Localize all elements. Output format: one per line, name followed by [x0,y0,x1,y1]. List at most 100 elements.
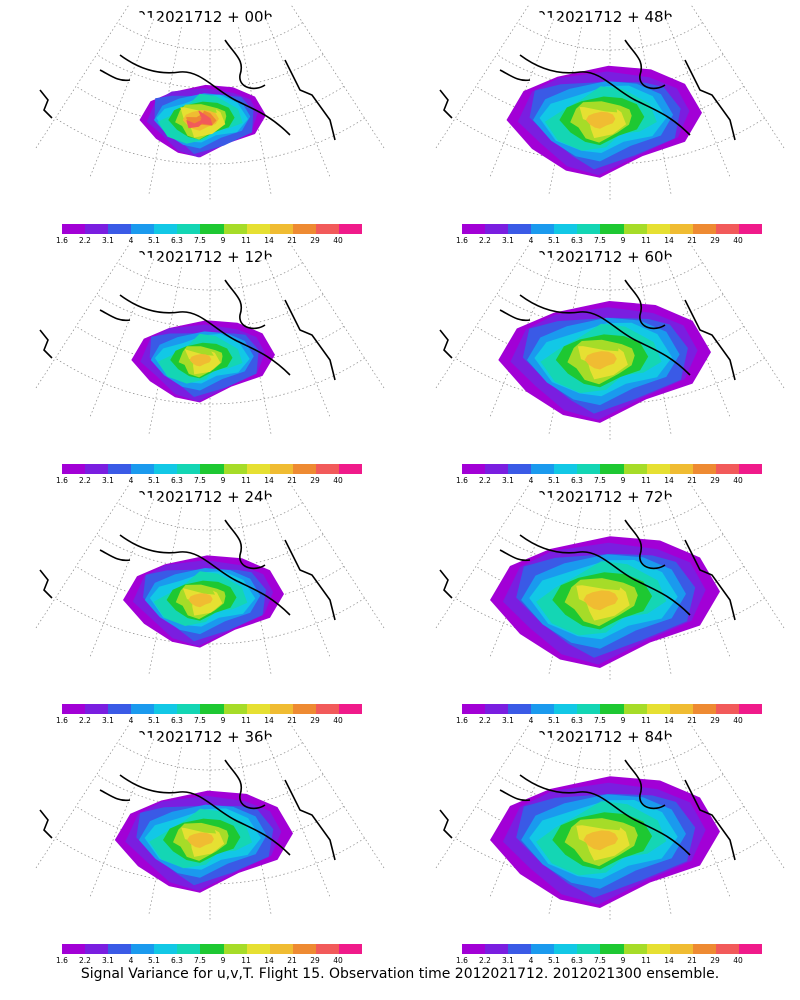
colorbar [462,464,763,474]
colorbar-tick-label: 9 [220,956,226,965]
colorbar-swatch [108,944,132,954]
colorbar-swatch [577,944,601,954]
colorbar-tick-label: 21 [687,236,697,245]
colorbar-tick-label: 2.2 [79,956,91,965]
latitude-line [455,117,765,165]
colorbar-swatch [646,704,670,714]
colorbar-swatch [177,224,201,234]
latitude-line [455,597,765,645]
latitude-line [55,357,365,405]
colorbar-tick-label: 29 [310,956,320,965]
latitude-line [455,357,765,405]
colorbar-tick-label: 6.3 [571,236,583,245]
colorbar-swatch [462,944,486,954]
colorbar-tick-label: 3.1 [502,956,514,965]
colorbar-swatch [223,224,247,234]
colorbar-swatch [62,944,86,954]
variance-map [435,725,785,920]
colorbar-swatch [692,704,716,714]
colorbar-tick-label: 40 [333,236,343,245]
coastline [519,294,691,376]
coastline [284,539,336,621]
colorbar-tick-label: 3.1 [502,716,514,725]
longitude-line [691,5,785,149]
colorbar-tick-label: 7.5 [194,956,206,965]
colorbar-tick-label: 14 [664,716,674,725]
map-panel: 2012021712 + 48h 1.6 2.2 3.1 4 5.1 6.3 7.5 9 11 14… [400,0,800,245]
colorbar-tick-label: 7.5 [594,476,606,485]
colorbar-tick-label: 9 [620,956,626,965]
coastline [624,759,666,810]
colorbar-tick-label: 11 [641,956,651,965]
colorbar-swatch [269,944,293,954]
colorbar-swatch [269,464,293,474]
colorbar-swatch [315,224,339,234]
variance-map [35,5,385,200]
coastline [499,69,531,82]
colorbar-tick-label: 11 [241,956,251,965]
colorbar-swatch [269,224,293,234]
latitude-line [75,806,345,847]
colorbar-swatch [131,704,155,714]
colorbar-tick-label: 14 [264,476,274,485]
colorbar-swatch [554,704,578,714]
colorbar-swatch [62,704,86,714]
colorbar-swatch [508,464,532,474]
colorbar-tick-label: 29 [710,476,720,485]
coastline [99,69,131,82]
longitude-line [665,18,731,177]
contour-band [583,830,619,851]
colorbar-swatch [154,704,178,714]
coastline [684,59,736,141]
colorbar-swatch [485,704,509,714]
colorbar-swatch [669,944,693,954]
colorbar-swatch [623,944,647,954]
colorbar-swatch [577,464,601,474]
colorbar-swatch [508,944,532,954]
colorbar-swatch [692,224,716,234]
coastline [519,534,691,616]
colorbar-tick-label: 11 [641,236,651,245]
colorbar-swatch [108,224,132,234]
colorbar-swatch [62,224,86,234]
longitude-line [265,498,331,657]
longitude-line [691,245,785,389]
longitude-line [435,725,529,869]
latitude-line [75,326,345,367]
colorbar [62,944,363,954]
colorbar-swatch [131,224,155,234]
colorbar-tick-label: 2.2 [79,236,91,245]
colorbar-labels: 1.6 2.2 3.1 4 5.1 6.3 7.5 9 11 14 21 29 40 [450,236,770,246]
colorbar-tick-label: 29 [710,956,720,965]
coastline [499,549,531,562]
coastline [499,789,531,802]
colorbar-tick-label: 3.1 [102,236,114,245]
coastline [624,279,666,330]
coastline [284,299,336,381]
longitude-line [291,485,385,629]
panel-title: 2012021712 + 84h [526,728,674,746]
colorbar-tick-label: 11 [241,236,251,245]
colorbar-tick-label: 2.2 [79,716,91,725]
coastline [624,519,666,570]
colorbar-tick-label: 4 [128,236,134,245]
colorbar-tick-label: 5.1 [148,956,160,965]
colorbar-tick-label: 14 [264,956,274,965]
colorbar-swatch [108,704,132,714]
contour-band [583,590,619,611]
colorbar-tick-label: 4 [128,716,134,725]
colorbar-swatch [177,944,201,954]
colorbar-tick-label: 3.1 [502,236,514,245]
longitude-line [691,485,785,629]
coastline [684,299,736,381]
colorbar-swatch [600,224,624,234]
colorbar-swatch [554,944,578,954]
colorbar-tick-label: 7.5 [594,956,606,965]
colorbar-swatch [738,464,763,474]
figure-caption: Signal Variance for u,v,T. Flight 15. Ob… [80,966,720,982]
colorbar [62,704,363,714]
colorbar [62,224,363,234]
colorbar-tick-label: 21 [287,716,297,725]
colorbar-tick-label: 4 [128,956,134,965]
colorbar-swatch [508,224,532,234]
